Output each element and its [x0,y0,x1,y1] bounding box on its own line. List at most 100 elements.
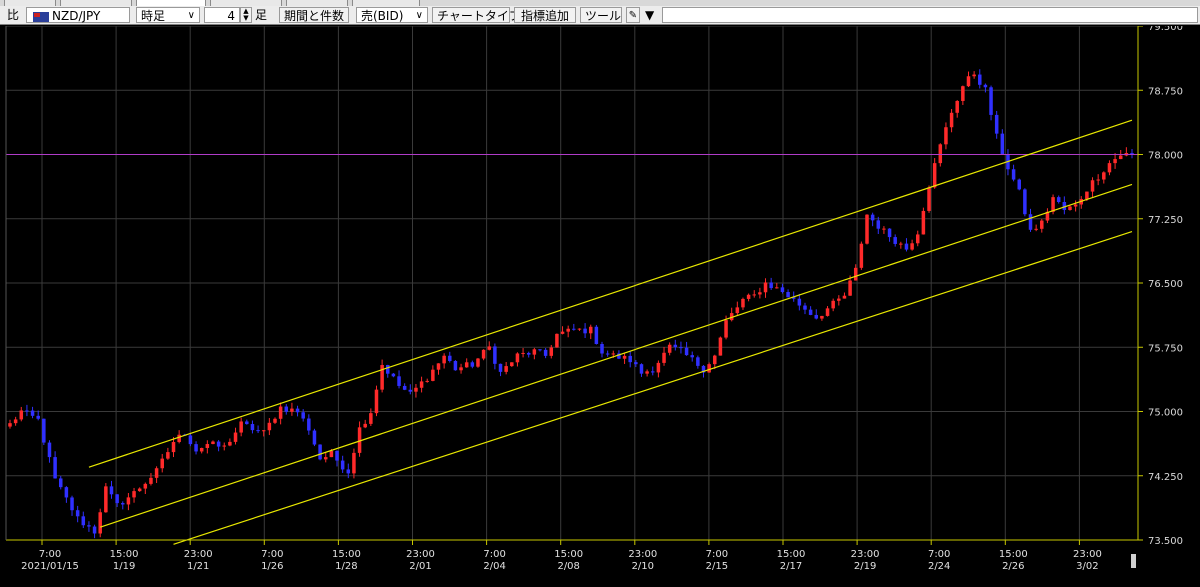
tools-button[interactable]: ツール [580,7,622,23]
candlestick-chart[interactable]: 79.500 78.750 78.000 77.250 76.500 75.750 75.0… [0,26,1200,587]
candle-body [1118,155,1123,160]
candle-body [1034,228,1038,230]
time-tick-label: 7:00 [928,549,950,560]
candle-body [295,408,300,413]
candle-body [436,363,441,370]
candle-body [628,355,632,363]
candle-body [132,491,136,498]
candle-body [171,442,176,453]
candle-body [611,353,616,355]
time-tick-label: 7:00 [261,549,283,560]
candle-body [994,114,999,134]
compare-label[interactable]: 比 [6,8,19,22]
candle-body [419,381,424,388]
channel-line [88,119,1133,468]
candle-body [1085,191,1089,200]
date-tick-label: 2/01 [409,561,431,572]
candle-body [1090,180,1095,192]
candle-body [476,358,480,367]
candle-body [887,228,892,238]
candle-body [966,76,971,87]
candle-body [211,441,215,445]
candle-body [205,444,210,449]
candle-body [853,267,858,281]
time-tick-label: 23:00 [851,549,880,560]
candle-body [42,418,46,443]
price-tick-label: 73.500 [1148,536,1183,547]
time-tick-label: 7:00 [483,549,505,560]
candle-body [600,344,604,354]
candle-body [543,349,548,356]
candle-body [622,355,627,359]
candle-body [791,297,796,299]
candle-body [267,422,272,431]
bar-count-input[interactable]: 4 [204,7,240,23]
candle-body [724,320,728,338]
candle-body [137,488,142,492]
candle-body [81,516,86,526]
candle-body [363,423,367,428]
candle-body [684,347,689,356]
candle-body [510,362,514,367]
candle-body [989,87,993,115]
candle-body [583,328,587,334]
count-stepper[interactable]: ▲ ▼ [240,7,252,23]
chart-axes: 79.500 78.750 78.000 77.250 76.500 75.750 75.0… [5,26,1183,572]
candle-body [431,369,435,381]
draw-icon[interactable]: ✎ [626,7,640,23]
chart-type-button[interactable]: チャートタイプ [432,7,521,23]
candles [8,69,1134,539]
candle-body [493,346,497,364]
chevron-down-icon: ∨ [187,10,195,21]
candle-body [256,430,260,432]
candle-body [8,423,12,427]
candle-body [639,364,644,374]
candle-body [188,435,193,445]
candle-body [1056,197,1061,203]
add-indicator-button[interactable]: 指標追加 [514,7,576,23]
timeframe-label: 時足 [141,9,166,23]
candle-body [713,355,717,365]
candle-body [634,362,638,365]
candle-body [278,406,283,419]
time-tick-label: 23:00 [406,549,435,560]
candle-body [560,331,565,334]
candle-body [555,333,559,348]
time-tick-label: 15:00 [554,549,583,560]
candle-body [983,84,988,88]
candle-body [944,127,948,145]
trend-lines [6,119,1138,545]
period-count-button[interactable]: 期間と件数 [279,7,349,23]
nzd-flag-icon [33,11,49,22]
candle-body [577,328,582,330]
candle-body [357,427,362,453]
time-tick-label: 15:00 [110,549,139,560]
candle-body [904,243,909,250]
candle-body [763,282,768,293]
timeframe-select[interactable]: 時足 ∨ [136,7,200,23]
date-tick-label: 2/08 [557,561,579,572]
date-tick-label: 2/15 [706,561,728,572]
price-tick-label: 78.000 [1148,151,1183,162]
candle-body [239,421,243,433]
candle-body [448,355,452,361]
candle-body [414,387,418,392]
toolbar-menu-button[interactable]: ▼ [645,8,655,22]
candle-body [921,210,926,235]
time-tick-label: 15:00 [777,549,806,560]
candle-body [425,380,429,382]
candle-body [442,355,446,364]
symbol-selector[interactable]: NZD/JPY [26,7,130,23]
price-side-select[interactable]: 売(BID) ∨ [356,7,428,23]
time-tick-label: 15:00 [999,549,1028,560]
price-side-label: 売(BID) [361,9,404,23]
chart-toolbar: 比 NZD/JPY 時足 ∨ 4 ▲ ▼ 足 期間と件数 売(BID) ∨ チャー… [0,6,1200,25]
candle-body [752,294,756,296]
candle-body [149,477,153,484]
candle-body [1023,189,1027,215]
candle-body [194,444,198,452]
candle-body [352,452,356,474]
date-tick-label: 2021/01/15 [21,561,79,572]
channel-line [173,231,1133,545]
candle-body [910,243,914,250]
